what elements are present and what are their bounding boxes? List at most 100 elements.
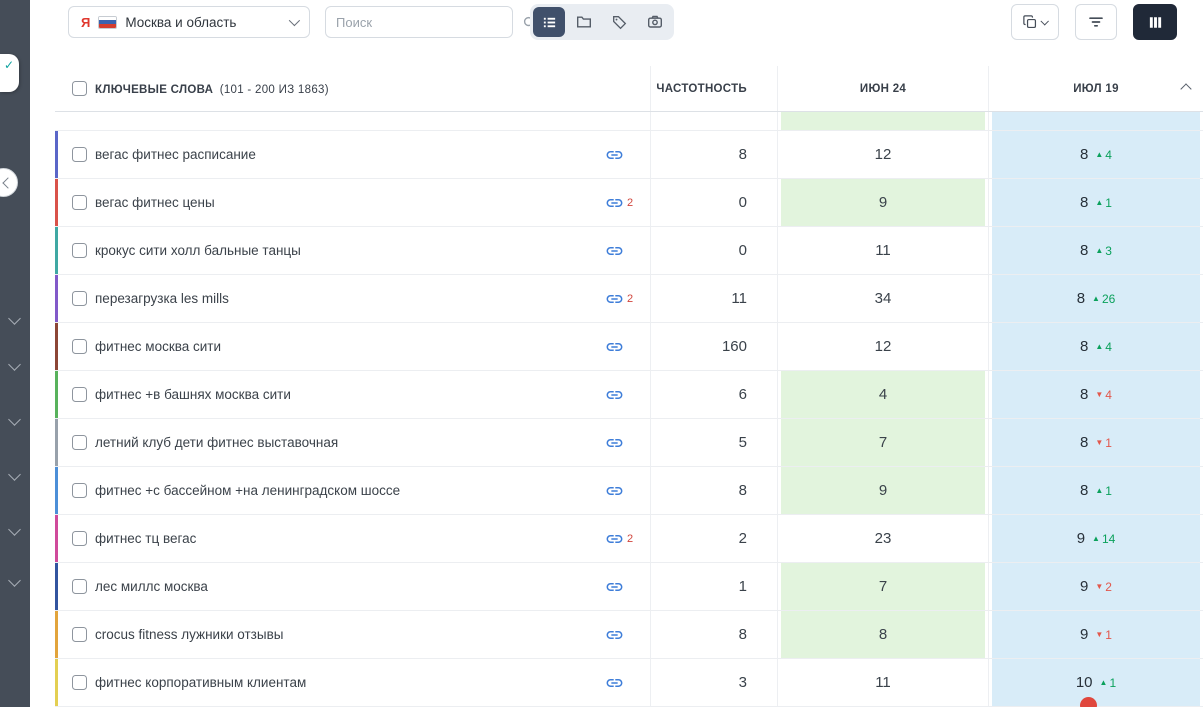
row-accent — [55, 419, 58, 466]
frequency-cell: 8 — [650, 131, 777, 178]
jun-cell: 11 — [777, 659, 988, 706]
frequency-value: 0 — [738, 242, 747, 259]
search-input[interactable] — [326, 14, 522, 30]
change-value: 3 — [1105, 243, 1112, 258]
jun-cell: 8 — [777, 611, 988, 658]
frequency-value: 8 — [738, 626, 747, 643]
frequency-cell: 160 — [650, 323, 777, 370]
link-icon[interactable] — [605, 485, 624, 497]
russia-flag-icon — [98, 15, 118, 29]
jun-cell: 4 — [777, 371, 988, 418]
jul-cell — [988, 112, 1203, 130]
chevron-down-icon[interactable] — [8, 358, 21, 371]
keyword-label: перезагрузка les mills — [95, 291, 229, 306]
jun-value: 12 — [874, 338, 892, 355]
row-checkbox[interactable] — [72, 291, 87, 306]
row-checkbox[interactable] — [72, 387, 87, 402]
chevron-down-icon[interactable] — [8, 413, 21, 426]
region-selector[interactable]: Я Москва и область — [68, 6, 310, 38]
row-checkbox[interactable] — [72, 435, 87, 450]
target-url-indicator[interactable] — [605, 629, 650, 641]
jul-value: 9 — [1076, 530, 1086, 547]
link-icon[interactable] — [605, 293, 624, 305]
jul-cell-highlight: 8 ▲ 1 — [992, 179, 1200, 226]
change-value: 1 — [1105, 483, 1112, 498]
jun-cell-highlight: 11 — [781, 227, 985, 274]
table-row: лес миллс москва 1 7 9 ▼ 2 — [55, 563, 1203, 611]
target-url-indicator[interactable]: 2 — [605, 533, 650, 545]
jun-value: 12 — [874, 146, 892, 163]
jun-cell: 7 — [777, 419, 988, 466]
row-checkbox[interactable] — [72, 339, 87, 354]
target-url-indicator[interactable] — [605, 677, 650, 689]
target-url-indicator[interactable]: 2 — [605, 197, 650, 209]
row-checkbox[interactable] — [72, 531, 87, 546]
link-icon[interactable] — [605, 341, 624, 353]
frequency-column-header[interactable]: ЧАСТОТНОСТЬ — [656, 82, 747, 95]
target-url-indicator[interactable] — [605, 245, 650, 257]
table-row: фитнес корпоративным клиентам 3 11 10 ▲ … — [55, 659, 1203, 707]
change-arrow-icon: ▲ — [1095, 149, 1104, 159]
keywords-table: КЛЮЧЕВЫЕ СЛОВА (101 - 200 ИЗ 1863) ЧАСТО… — [55, 66, 1203, 707]
table-body: вегас фитнес расписание 8 12 8 ▲ 4 ве — [55, 131, 1203, 707]
row-checkbox[interactable] — [72, 675, 87, 690]
row-accent — [55, 275, 58, 322]
keyword-label: вегас фитнес цены — [95, 195, 215, 210]
link-icon[interactable] — [605, 533, 624, 545]
table-row: фитнес тц вегас 2 2 23 9 ▲ 14 — [55, 515, 1203, 563]
row-checkbox[interactable] — [72, 627, 87, 642]
snapshot-view-button[interactable] — [639, 7, 671, 37]
link-icon[interactable] — [605, 677, 624, 689]
jun-cell-highlight: 8 — [781, 611, 985, 658]
link-icon[interactable] — [605, 581, 624, 593]
target-url-indicator[interactable] — [605, 485, 650, 497]
change-arrow-icon: ▼ — [1095, 437, 1104, 447]
chevron-down-icon[interactable] — [8, 523, 21, 536]
target-url-indicator[interactable] — [605, 581, 650, 593]
row-checkbox[interactable] — [72, 147, 87, 162]
row-accent — [55, 323, 58, 370]
search-box — [325, 6, 536, 38]
sort-asc-icon[interactable] — [1180, 83, 1192, 95]
folder-view-button[interactable] — [568, 7, 600, 37]
select-all-checkbox[interactable] — [72, 81, 87, 96]
jul-value: 8 — [1080, 482, 1089, 499]
chevron-down-icon[interactable] — [8, 312, 21, 325]
row-checkbox[interactable] — [72, 483, 87, 498]
row-checkbox[interactable] — [72, 579, 87, 594]
target-url-indicator[interactable] — [605, 437, 650, 449]
table-row: вегас фитнес цены 2 0 9 8 ▲ 1 — [55, 179, 1203, 227]
link-icon[interactable] — [605, 245, 624, 257]
filter-button[interactable] — [1075, 4, 1117, 40]
jul-cell-highlight: 9 ▼ 2 — [992, 563, 1200, 610]
frequency-cell: 2 — [650, 515, 777, 562]
list-view-button[interactable] — [533, 7, 566, 37]
link-icon[interactable] — [605, 437, 624, 449]
target-url-indicator[interactable] — [605, 389, 650, 401]
project-panel-notch[interactable]: ✓ — [0, 54, 19, 92]
target-url-indicator[interactable]: 2 — [605, 293, 650, 305]
target-url-indicator[interactable] — [605, 149, 650, 161]
keyword-cell: вегас фитнес расписание — [58, 131, 650, 178]
link-icon[interactable] — [605, 197, 624, 209]
jul-value: 10 — [1075, 674, 1093, 691]
jul-cell-highlight: 8 ▼ 4 — [992, 371, 1200, 418]
jul-cell-highlight: 8 ▲ 26 — [992, 275, 1200, 322]
keyword-cell: перезагрузка les mills 2 — [58, 275, 650, 322]
tag-view-button[interactable] — [604, 7, 636, 37]
date-column-header-prev[interactable]: ИЮН 24 — [859, 82, 907, 95]
jul-cell-highlight: 8 ▲ 4 — [992, 323, 1200, 370]
link-icon[interactable] — [605, 389, 624, 401]
chevron-down-icon[interactable] — [8, 574, 21, 587]
frequency-value: 0 — [738, 194, 747, 211]
chevron-down-icon[interactable] — [8, 468, 21, 481]
copy-button[interactable] — [1011, 4, 1059, 40]
columns-button[interactable] — [1133, 4, 1177, 40]
date-column-header-current[interactable]: ИЮЛ 19 — [1073, 82, 1119, 95]
link-icon[interactable] — [605, 149, 624, 161]
row-checkbox[interactable] — [72, 195, 87, 210]
jun-cell-highlight: 7 — [781, 563, 985, 610]
link-icon[interactable] — [605, 629, 624, 641]
row-checkbox[interactable] — [72, 243, 87, 258]
target-url-indicator[interactable] — [605, 341, 650, 353]
